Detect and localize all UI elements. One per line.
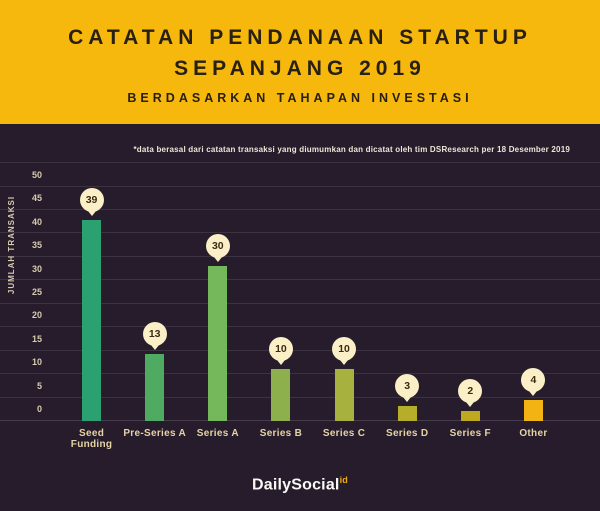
page-subtitle: BERDASARKAN TAHAPAN INVESTASI [127, 90, 473, 105]
category-label: Pre-Series A [123, 428, 187, 439]
category-label: Series A [196, 428, 239, 439]
value-badge: 39 [79, 187, 104, 212]
gridline [0, 255, 600, 257]
value-badge: 30 [205, 234, 230, 259]
category-label: Series B [259, 428, 303, 439]
y-tick-label: 50 [31, 169, 42, 180]
y-tick-label: 40 [31, 216, 42, 227]
bar [145, 353, 165, 421]
y-tick-label: 45 [31, 193, 42, 204]
gridline [0, 420, 600, 421]
gridline [0, 232, 600, 234]
gridline [0, 208, 600, 210]
footer: DailySocialid [0, 475, 600, 494]
gridline [0, 373, 600, 375]
gridline [0, 162, 600, 164]
bar-column-other: 4 [502, 163, 565, 421]
bar-column-series-a: 30 [186, 163, 249, 421]
gridline [0, 279, 600, 281]
dailysocial-logo: DailySocialid [252, 475, 348, 494]
value-badge: 10 [268, 337, 293, 362]
bar [523, 400, 543, 421]
y-tick-label: 35 [31, 240, 42, 251]
bar-column-series-c: 10 [313, 163, 376, 421]
bar [271, 369, 291, 421]
category-label: Other [519, 428, 548, 439]
y-tick-label: 30 [31, 263, 42, 274]
bar-column-series-b: 10 [249, 163, 312, 421]
y-tick-label: 10 [31, 357, 42, 368]
bar-column-series-d: 3 [376, 163, 439, 421]
category-label: Series C [322, 428, 366, 439]
value-badge: 4 [521, 368, 546, 393]
gridline [0, 302, 600, 304]
page-title-line1: CATATAN PENDANAAN STARTUP [68, 26, 532, 50]
gridline [0, 326, 600, 328]
value-badge: 13 [142, 321, 167, 346]
bar-chart: 0 5 10 15 20 25 30 35 40 45 50 39 13 30 10 10 3 2 4 [0, 162, 600, 421]
gridline [0, 396, 600, 398]
y-axis-ticks: 0 5 10 15 20 25 30 35 40 45 50 [0, 163, 42, 421]
value-badge: 10 [332, 337, 357, 362]
bar [208, 266, 228, 421]
y-tick-label: 0 [36, 404, 42, 415]
value-badge: 3 [395, 373, 420, 398]
bar-column-pre-series-a: 13 [123, 163, 186, 421]
y-tick-label: 15 [31, 333, 42, 344]
bar [397, 405, 417, 421]
header-banner: CATATAN PENDANAAN STARTUP SEPANJANG 2019… [0, 0, 600, 124]
gridline [0, 349, 600, 351]
logo-suffix: id [339, 474, 348, 485]
y-tick-label: 5 [36, 380, 42, 391]
value-badge: 2 [458, 378, 483, 403]
bars-layer: 39 13 30 10 10 3 2 4 [60, 163, 565, 421]
x-axis-labels: Seed Funding Pre-Series A Series A Series B… [60, 428, 565, 450]
bar-column-series-f: 2 [439, 163, 502, 421]
bar [334, 369, 354, 421]
bar-column-seed-funding: 39 [60, 163, 123, 421]
category-label: Series F [449, 428, 491, 439]
data-source-note: *data berasal dari catatan transaksi yan… [133, 145, 570, 154]
category-label: Seed Funding [70, 428, 113, 450]
page-title-line2: SEPANJANG 2019 [174, 56, 426, 80]
y-axis-label: JUMLAH TRANSAKSI [7, 196, 16, 295]
category-label: Series D [385, 428, 429, 439]
bar [82, 219, 102, 421]
y-tick-label: 20 [31, 310, 42, 321]
logo-text: DailySocial [252, 476, 340, 493]
gridline [0, 185, 600, 187]
bar [460, 410, 480, 421]
y-tick-label: 25 [31, 287, 42, 298]
